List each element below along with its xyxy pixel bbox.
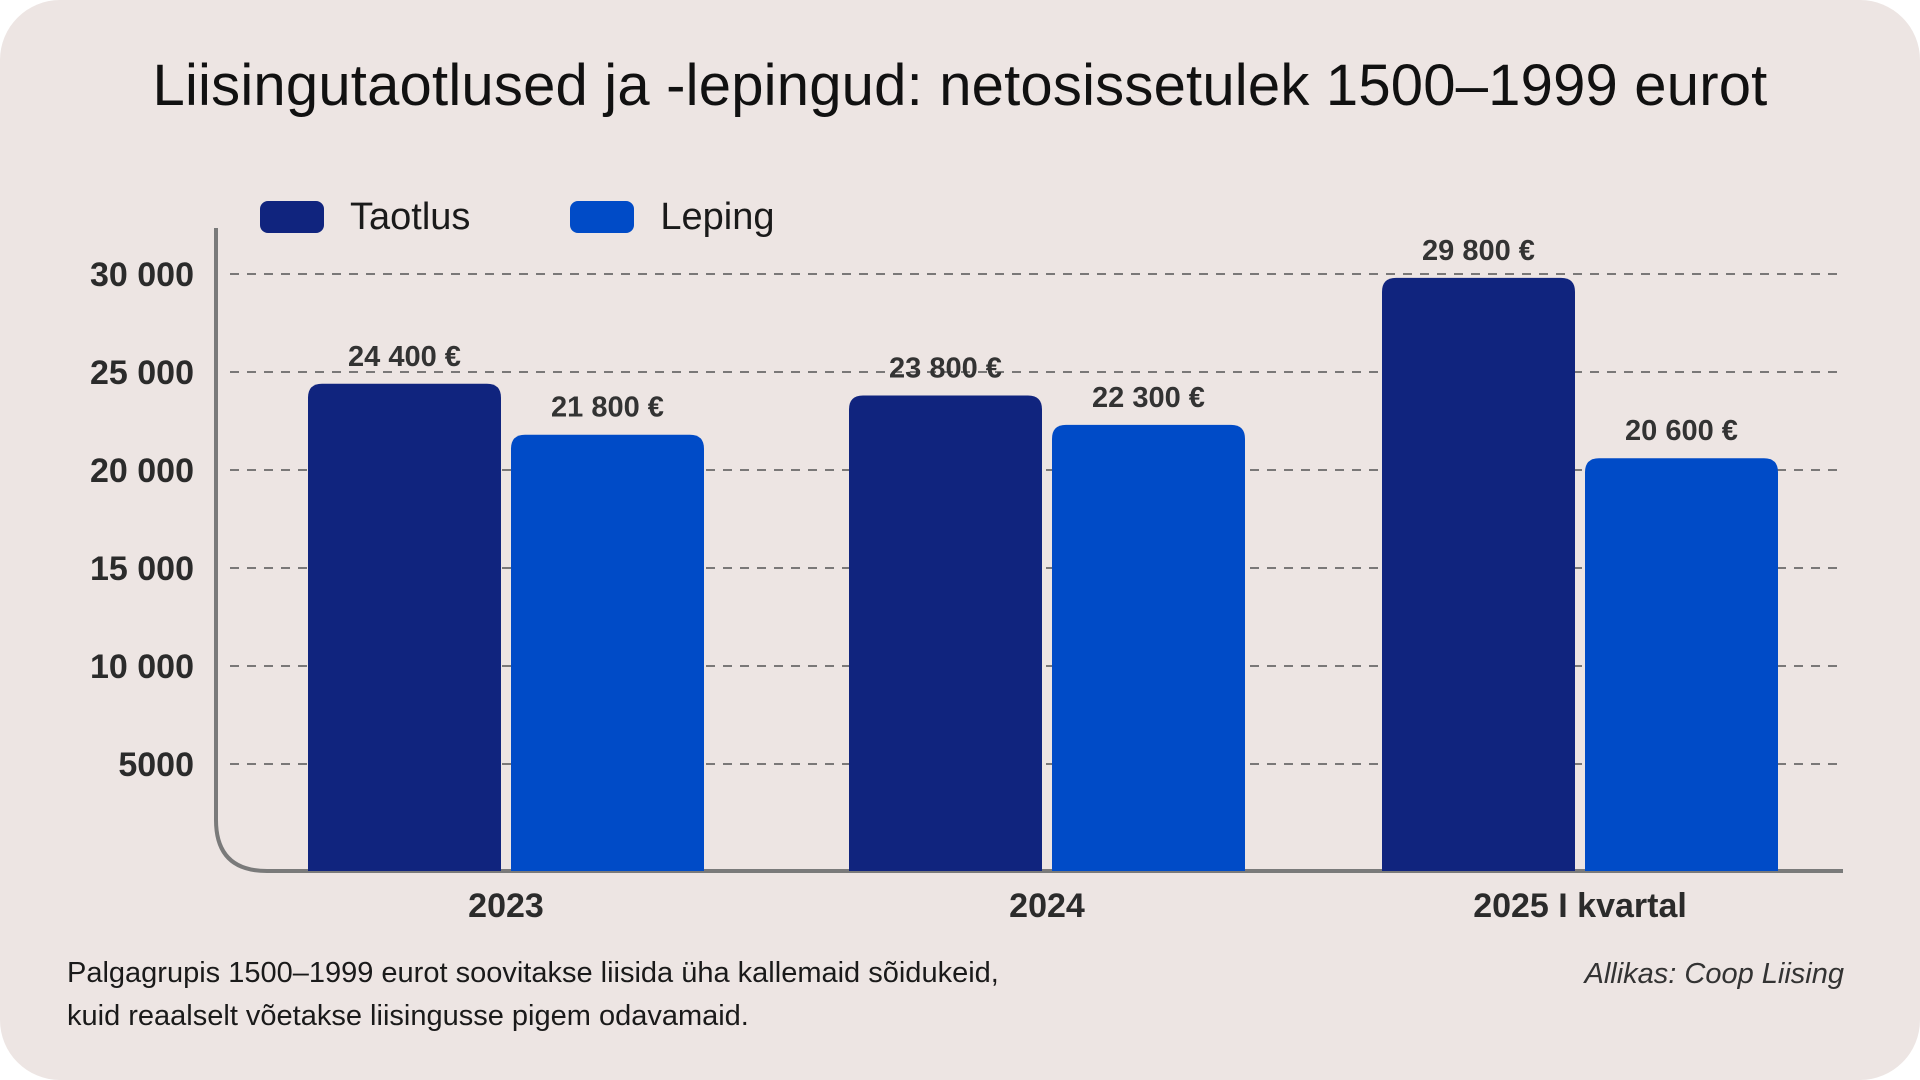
data-label: 24 400 € <box>348 341 461 373</box>
axis-line <box>214 228 1843 873</box>
legend-swatch-leping <box>570 201 635 233</box>
legend-item-taotlus: Taotlus <box>260 196 470 239</box>
bar-taotlus <box>308 383 501 871</box>
data-label: 21 800 € <box>551 392 664 424</box>
footnote-line-2: kuid reaalselt võetakse liisingusse pige… <box>67 1000 749 1032</box>
y-tick-label: 25 000 <box>90 354 194 392</box>
x-tick-label: 2025 I kvartal <box>1473 887 1687 925</box>
data-label: 23 800 € <box>889 353 1002 385</box>
legend-swatch-taotlus <box>260 201 324 233</box>
x-tick-label: 2023 <box>468 887 544 925</box>
footnote-line-1: Palgagrupis 1500–1999 eurot soovitakse l… <box>67 957 999 989</box>
x-tick-label: 2024 <box>1009 887 1085 925</box>
legend-label-taotlus: Taotlus <box>350 195 471 238</box>
y-tick-label: 5000 <box>118 746 194 784</box>
bar-leping <box>511 434 704 871</box>
bar-taotlus <box>1382 277 1575 871</box>
legend-label-leping: Leping <box>660 195 775 238</box>
y-tick-label: 10 000 <box>90 648 194 686</box>
bar-taotlus <box>849 395 1042 871</box>
data-label: 20 600 € <box>1625 415 1738 447</box>
bar-leping <box>1052 424 1245 871</box>
footnote: Palgagrupis 1500–1999 eurot soovitakse l… <box>67 952 999 1038</box>
data-label: 22 300 € <box>1092 382 1205 414</box>
source-credit: Allikas: Coop Liising <box>1584 958 1844 990</box>
legend-item-leping: Leping <box>570 195 775 239</box>
y-tick-label: 30 000 <box>90 256 194 294</box>
y-tick-label: 15 000 <box>90 550 194 588</box>
bar-leping <box>1585 458 1778 871</box>
y-tick-label: 20 000 <box>90 452 194 490</box>
chart-title: Liisingutaotlused ja -lepingud: netosiss… <box>152 53 1768 118</box>
data-label: 29 800 € <box>1422 235 1535 267</box>
legend: Taotlus Leping <box>260 193 875 241</box>
